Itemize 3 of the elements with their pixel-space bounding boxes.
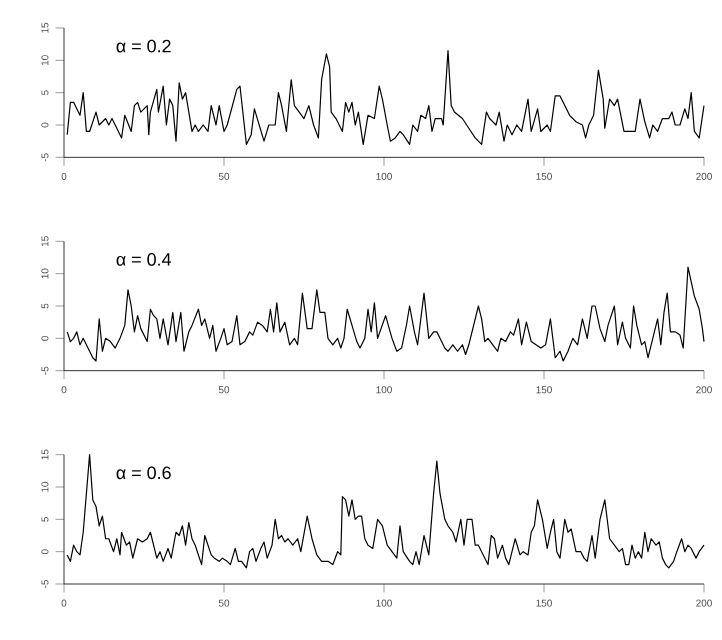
annotation: α = 0.6: [116, 466, 171, 480]
annotation: α = 0.2: [116, 39, 171, 53]
annotation: α = 0.4: [116, 253, 172, 266]
